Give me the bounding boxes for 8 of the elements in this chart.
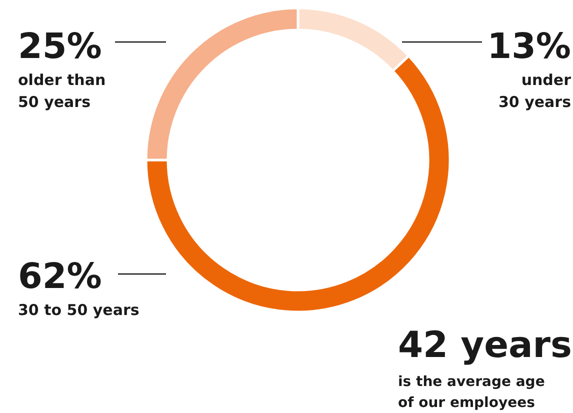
slice-label: 30 to 50 years [18, 301, 140, 319]
slice-label: under 30 years [498, 71, 572, 111]
data-label: 13% [487, 27, 571, 67]
text: 42 years [398, 325, 572, 366]
data-label: 62% [18, 257, 102, 297]
text: is the average age of our employees [398, 374, 545, 411]
data-label: 25% [18, 27, 102, 67]
slice-label: older than 50 years [18, 71, 106, 111]
